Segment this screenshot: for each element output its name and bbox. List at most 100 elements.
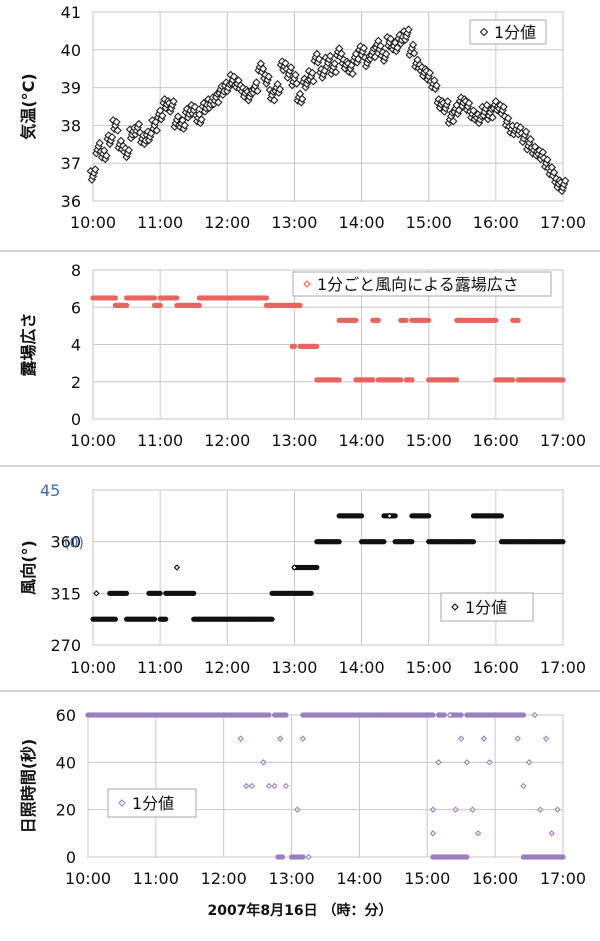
y-axis-title: 日照時間(秒) — [19, 739, 38, 834]
data-point — [376, 41, 385, 51]
data-point — [482, 100, 492, 110]
data-point — [375, 317, 381, 323]
data-point — [266, 712, 272, 718]
x-tick-label: 13:00 — [271, 213, 317, 232]
data-point — [446, 711, 454, 719]
data-point — [112, 117, 121, 127]
data-point — [408, 40, 418, 49]
x-tick-label: 13:00 — [271, 658, 317, 677]
x-tick-label: 13:00 — [271, 431, 317, 450]
data-point — [298, 94, 307, 104]
x-tick-label: 14:00 — [336, 869, 382, 888]
data-point — [525, 759, 533, 766]
y-tick-label: 4 — [71, 336, 81, 355]
data-point — [174, 295, 180, 301]
data-point — [134, 119, 144, 129]
data-point — [554, 806, 561, 813]
data-point — [386, 512, 393, 520]
data-point — [180, 121, 189, 130]
data-point — [486, 759, 493, 766]
data-point — [309, 77, 318, 86]
data-point — [331, 67, 341, 77]
x-tick-label: 15:00 — [404, 869, 450, 888]
legend-label: 1分値 — [494, 23, 536, 42]
data-point — [294, 806, 301, 813]
data-point — [271, 782, 278, 790]
x-tick-label: 10:00 — [65, 869, 111, 888]
data-point — [260, 759, 267, 766]
data-point — [326, 51, 335, 61]
y-tick-label: 8 — [71, 261, 81, 280]
x-tick-label: 11:00 — [137, 213, 183, 232]
x-tick-label: 11:00 — [133, 869, 179, 888]
data-point — [191, 590, 197, 596]
x-tick-label: 15:00 — [406, 213, 452, 232]
y-tick-label: 41 — [61, 3, 81, 22]
data-point — [409, 49, 419, 58]
plot-area — [87, 714, 564, 858]
data-point — [113, 126, 122, 135]
y-tick-label: 0 — [66, 848, 76, 867]
legend-marker — [118, 799, 126, 807]
data-point — [163, 616, 169, 622]
series-1 — [86, 25, 570, 196]
data-point — [169, 97, 178, 106]
data-point — [197, 115, 206, 124]
chart-panel-3: 270 315 360 45 (0) 10:00 11:00 12:00 13:00 14:00 1… — [19, 481, 586, 677]
x-tick-label: 15:00 — [406, 431, 452, 450]
data-point — [452, 806, 459, 813]
data-point — [291, 564, 298, 571]
y-tick-label: 270 — [50, 636, 81, 655]
y-tick-label: 40 — [56, 753, 76, 772]
data-point — [283, 712, 289, 718]
data-point — [348, 69, 357, 78]
data-point — [252, 78, 261, 87]
data-point — [560, 377, 566, 383]
y-axis-title: 気温(°C) — [19, 73, 38, 139]
y-tick-label: 2 — [71, 373, 81, 392]
x-tick-label: 17:00 — [540, 431, 586, 450]
data-point — [510, 377, 516, 383]
data-point — [214, 98, 223, 107]
data-point — [314, 54, 324, 64]
data-point — [526, 135, 535, 144]
y-tick-label: 20 — [56, 801, 76, 820]
x-tick-label: 16:00 — [472, 869, 518, 888]
data-point — [498, 513, 505, 519]
data-point — [464, 854, 470, 860]
data-point — [297, 302, 303, 308]
y-tick-label-extra: (0) — [64, 536, 84, 552]
data-point — [123, 302, 130, 308]
data-point — [429, 830, 437, 837]
y-tick-label: 39 — [61, 79, 81, 98]
y-tick-label: 360 — [50, 533, 81, 552]
data-point — [449, 117, 458, 126]
data-point — [286, 63, 296, 72]
data-point — [337, 49, 346, 58]
series-2 — [90, 295, 566, 383]
data-point — [403, 317, 409, 323]
chart-panel-2: 0 2 4 6 8 10:00 11:00 12:00 13:00 14:00 15:00 16:00… — [19, 261, 586, 450]
y-tick-label: 45 — [40, 481, 60, 500]
y-tick-label: 38 — [61, 116, 81, 135]
legend-label: 1分値 — [465, 598, 507, 617]
data-point — [248, 782, 256, 790]
data-point — [112, 295, 118, 301]
data-point — [93, 590, 100, 597]
data-point — [95, 138, 104, 148]
data-point — [190, 102, 200, 112]
data-point — [560, 854, 566, 860]
data-point — [464, 98, 474, 108]
data-point — [515, 317, 521, 323]
data-point — [429, 806, 437, 813]
y-axis-title: 風向(°) — [19, 540, 38, 595]
chart-panel-4: 0 20 40 60 10:00 11:00 12:00 13:00 14:00 15:00 16:… — [19, 706, 586, 888]
data-point — [441, 712, 447, 718]
x-tick-label: 10:00 — [70, 431, 116, 450]
data-point — [358, 513, 365, 519]
x-tick-label: 14:00 — [339, 658, 385, 677]
data-point — [409, 377, 415, 383]
data-point — [549, 168, 559, 177]
data-point — [123, 590, 130, 596]
